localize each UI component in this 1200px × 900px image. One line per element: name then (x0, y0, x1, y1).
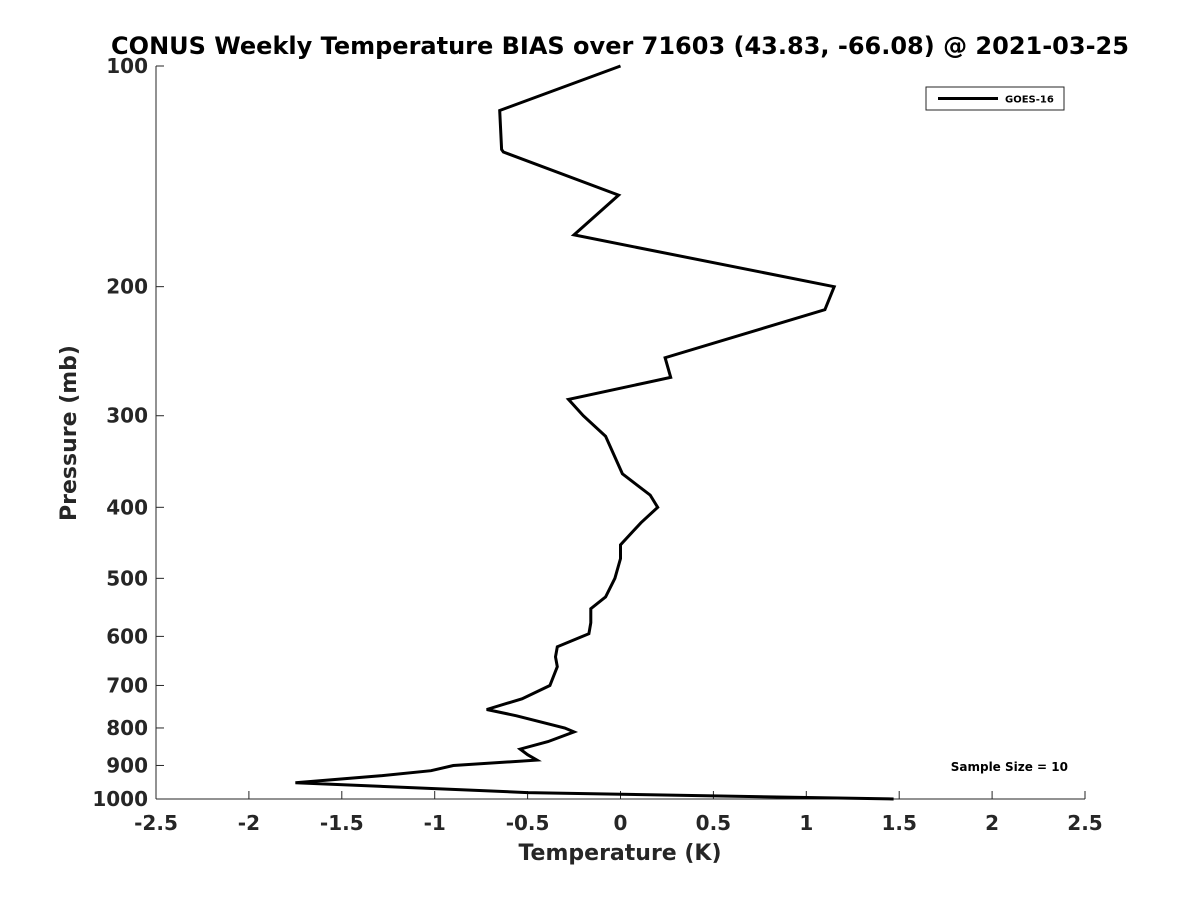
y-tick-label: 1000 (92, 787, 148, 811)
y-tick-label: 100 (106, 54, 148, 78)
y-tick-label: 500 (106, 566, 148, 590)
series-layer (295, 64, 894, 801)
x-tick-label: -0.5 (506, 811, 550, 835)
x-tick-label: 2.5 (1067, 811, 1102, 835)
x-ticks: -2.5 -2 -1.5 -1 -0.5 0 0.5 1 1.5 2 2.5 (134, 791, 1103, 835)
y-axis-label: Pressure (mb) (57, 345, 82, 521)
series-line-goes-16 (295, 64, 894, 801)
x-tick-label: -1 (424, 811, 446, 835)
y-ticks: 100 200 300 400 500 600 700 800 900 1000 (92, 54, 164, 811)
y-tick-label: 900 (106, 753, 148, 777)
x-tick-label: 1.5 (881, 811, 916, 835)
x-tick-label: -1.5 (320, 811, 364, 835)
x-tick-label: 0.5 (696, 811, 731, 835)
chart-title: CONUS Weekly Temperature BIAS over 71603… (111, 32, 1129, 60)
x-tick-label: -2 (238, 811, 260, 835)
y-tick-label: 700 (106, 673, 148, 697)
legend: GOES-16 (925, 86, 1065, 111)
x-axis-label: Temperature (K) (518, 841, 721, 866)
y-tick-label: 400 (106, 495, 148, 519)
x-tick-label: 1 (799, 811, 813, 835)
y-tick-label: 800 (106, 716, 148, 740)
x-tick-label: -2.5 (134, 811, 178, 835)
axes (155, 66, 1085, 800)
sample-size-annotation: Sample Size = 10 (951, 760, 1068, 774)
x-tick-label: 0 (614, 811, 628, 835)
legend-label: GOES-16 (1005, 95, 1054, 106)
y-tick-label: 600 (106, 624, 148, 648)
y-tick-label: 200 (106, 275, 148, 299)
x-tick-label: 2 (985, 811, 999, 835)
y-tick-label: 300 (106, 404, 148, 428)
